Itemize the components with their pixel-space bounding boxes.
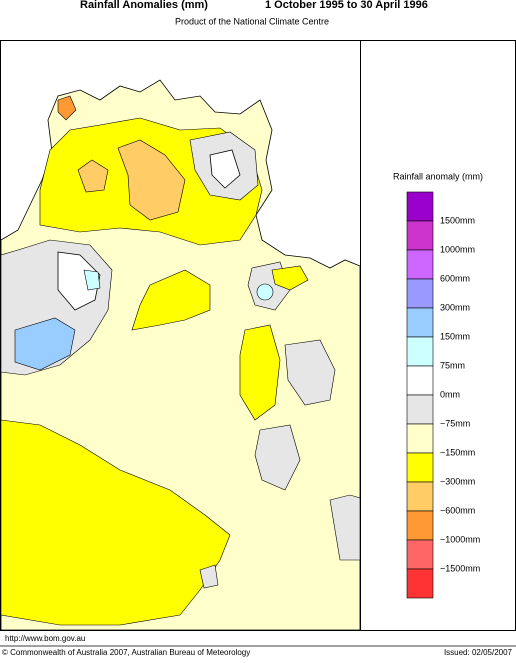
- legend-swatch: [406, 394, 434, 425]
- legend-label: −75mm: [440, 418, 470, 428]
- legend-swatch: [406, 220, 434, 251]
- legend-swatch: [406, 568, 434, 599]
- near-normal: [199, 564, 219, 589]
- legend-label: 75mm: [440, 360, 465, 370]
- dry: [239, 324, 281, 421]
- legend-swatch: [406, 423, 434, 454]
- legend-title: Rainfall anomaly (mm): [393, 171, 483, 181]
- legend-label: −1000mm: [440, 534, 480, 544]
- legend-swatch: [406, 249, 434, 280]
- legend-swatch: [406, 481, 434, 512]
- period: 1 October 1995 to 30 April 1996: [265, 0, 428, 11]
- very-dry: [77, 159, 109, 193]
- legend-label: 300mm: [440, 302, 470, 312]
- legend-swatch: [406, 191, 434, 222]
- title: Rainfall Anomalies (mm): [80, 0, 208, 11]
- legend-swatch: [406, 336, 434, 367]
- url: http://www.bom.gov.au: [5, 634, 85, 643]
- legend-label: 1500mm: [440, 215, 475, 225]
- dry: [271, 265, 309, 291]
- legend-swatch: [406, 452, 434, 483]
- legend-label: −150mm: [440, 447, 475, 457]
- near-normal: [284, 339, 336, 406]
- legend-label: −1500mm: [440, 563, 480, 573]
- legend-swatch: [406, 510, 434, 541]
- legend-label: 150mm: [440, 331, 470, 341]
- legend-swatch: [406, 539, 434, 570]
- above-normal: [209, 149, 241, 189]
- wet: [83, 269, 101, 291]
- wet: [256, 283, 274, 301]
- legend-frame: [360, 40, 516, 631]
- legend-swatch: [406, 278, 434, 309]
- very-dry: [117, 139, 186, 221]
- dry-southwest: [0, 419, 231, 626]
- legend-swatch: [406, 307, 434, 338]
- dry: [131, 269, 211, 331]
- above-normal: [57, 251, 101, 311]
- legend-label: 600mm: [440, 273, 470, 283]
- legend-label: −300mm: [440, 476, 475, 486]
- subtitle: Product of the National Climate Centre: [175, 16, 329, 26]
- issued: Issued: 02/05/2007: [444, 648, 513, 657]
- legend: Rainfall anomaly (mm) 1500mm 1000mm 600mm 3…: [360, 40, 516, 631]
- very-wet: [14, 317, 76, 371]
- legend-swatch: [406, 365, 434, 396]
- legend-label: 1000mm: [440, 244, 475, 254]
- copyright: © Commonwealth of Australia 2007, Austra…: [2, 648, 250, 657]
- legend-label: −600mm: [440, 505, 475, 515]
- legend-label: 0mm: [440, 389, 460, 399]
- extreme-dry: [57, 95, 77, 121]
- near-normal: [254, 424, 301, 491]
- map: [0, 40, 361, 631]
